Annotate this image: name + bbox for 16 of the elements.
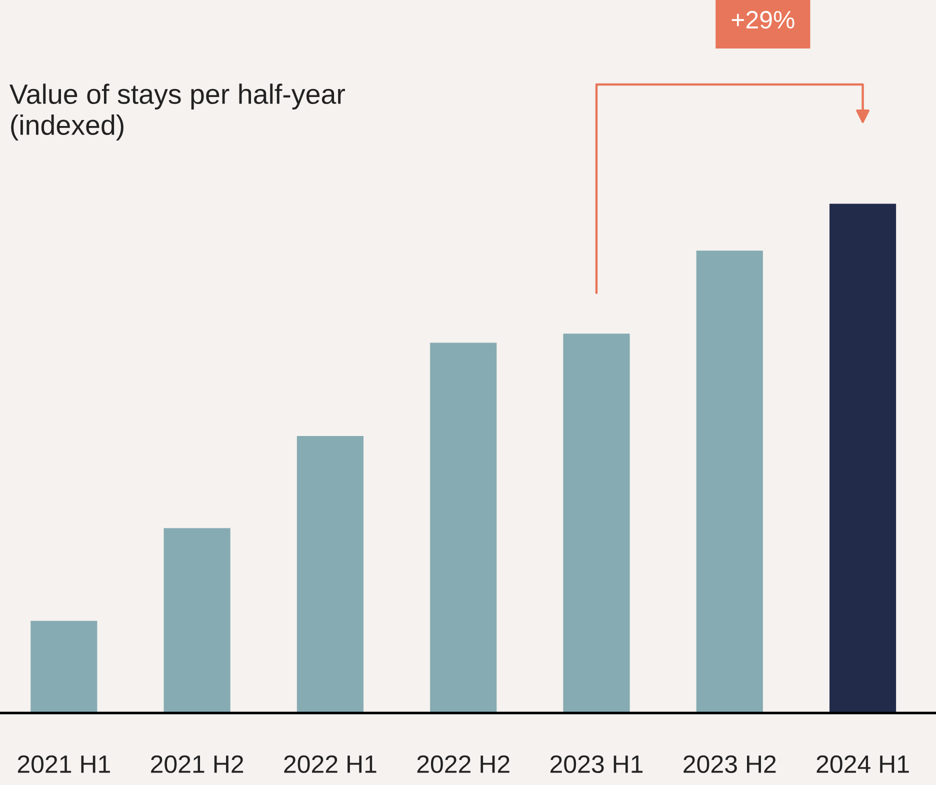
x-tick-label: 2021 H2: [151, 755, 244, 774]
x-tick-label: 2023 H2: [684, 755, 776, 774]
bar: [296, 436, 364, 713]
bar: [829, 204, 896, 713]
chart-title: Value of stays per half-year (indexed): [9, 84, 345, 140]
x-tick-label: 2022 H2: [417, 755, 510, 774]
bar: [30, 620, 98, 713]
text: +29%: [732, 10, 794, 29]
x-tick-label: 2022 H1: [284, 755, 376, 774]
x-tick-label: 2024 H1: [816, 755, 909, 774]
x-tick-label: 2023 H1: [550, 755, 643, 774]
bar: [563, 334, 630, 713]
x-tick-label: 2021 H1: [18, 755, 110, 774]
bar: [164, 528, 230, 713]
bar: [430, 342, 497, 713]
bar: [696, 250, 763, 713]
